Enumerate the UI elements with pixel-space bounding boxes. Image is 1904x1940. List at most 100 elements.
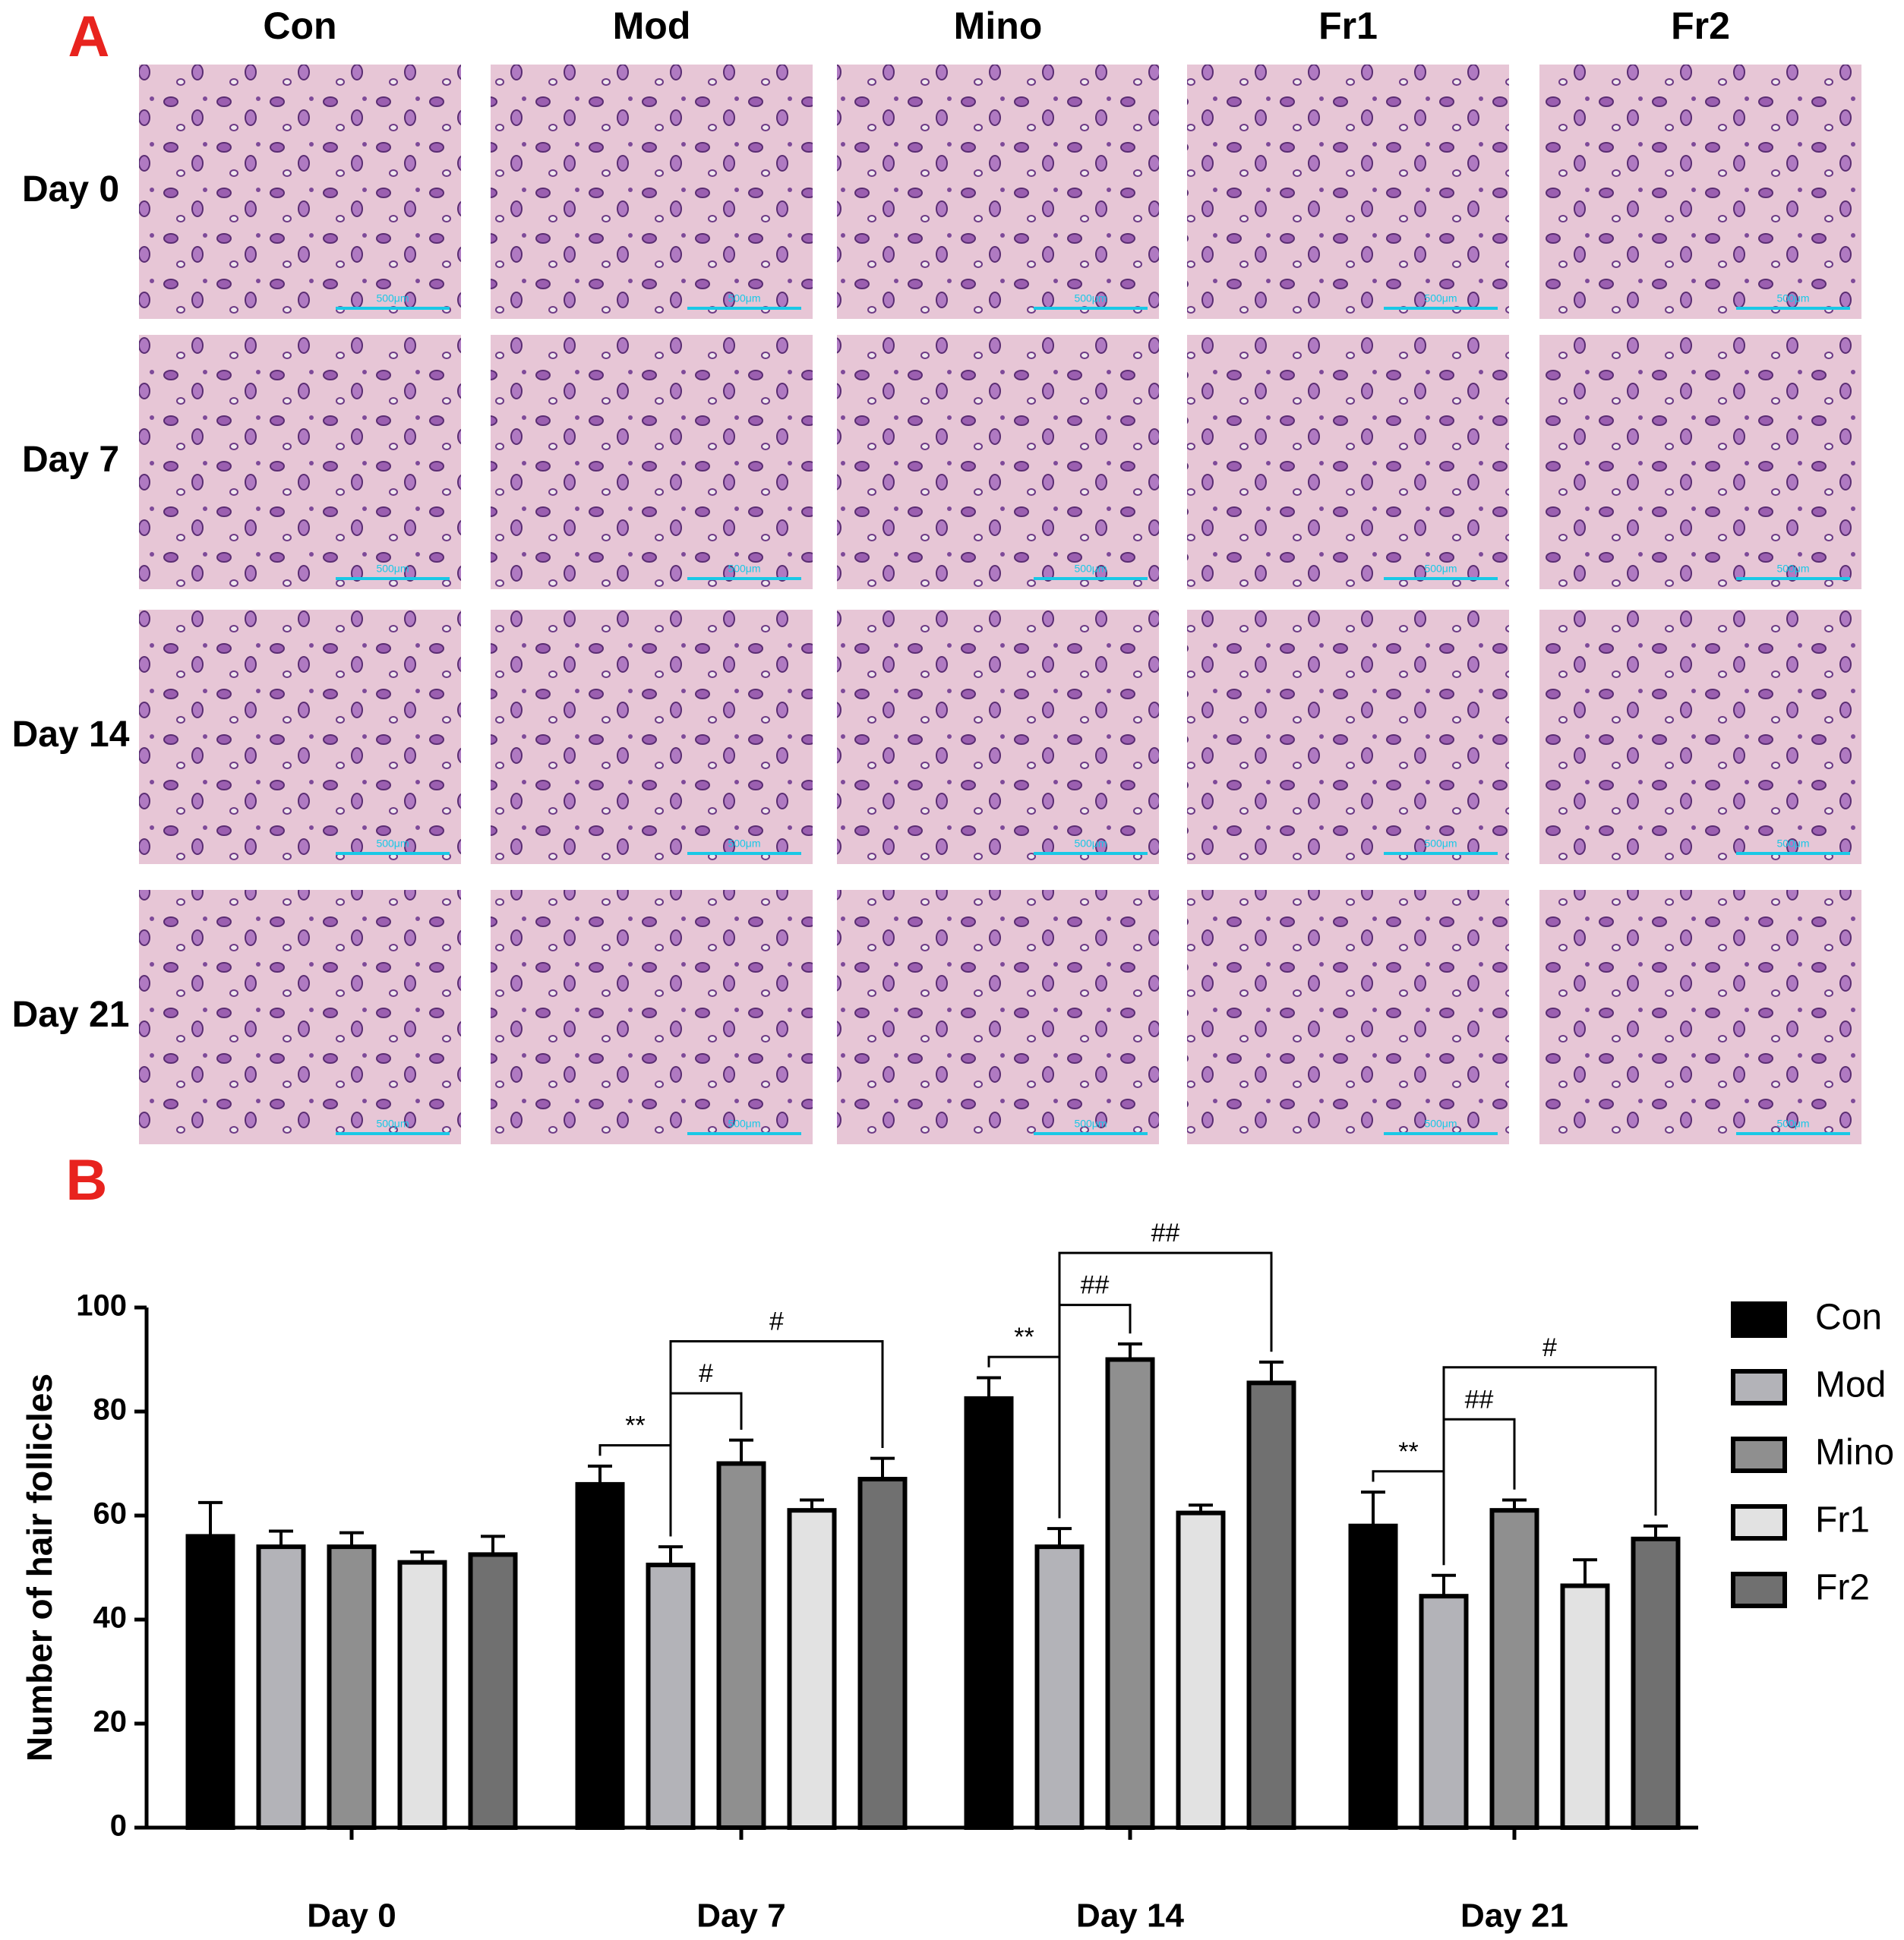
bar <box>787 1508 837 1831</box>
row-label: Day 21 <box>12 995 130 1035</box>
scale-label: 500μm <box>1074 838 1107 850</box>
histology-image <box>139 335 461 589</box>
bar <box>1246 1380 1296 1830</box>
histology-image <box>1187 890 1509 1144</box>
histology-image <box>837 65 1159 319</box>
column-label: Mino <box>954 5 1043 47</box>
scale-label: 500μm <box>1776 838 1809 850</box>
y-tick-label: 0 <box>110 1809 127 1843</box>
histology-image <box>1539 610 1861 864</box>
histology-image <box>1539 65 1861 319</box>
bar <box>575 1481 625 1831</box>
histology-image <box>139 65 461 319</box>
histology-image <box>139 890 461 1144</box>
column-label: Fr1 <box>1318 5 1378 47</box>
x-tick-label: Day 14 <box>1076 1897 1184 1935</box>
significance-label: # <box>699 1359 713 1388</box>
scale-label: 500μm <box>1424 1118 1457 1130</box>
scale-label: 500μm <box>1776 1118 1809 1130</box>
bar <box>1105 1357 1155 1830</box>
histology-image <box>491 65 813 319</box>
scale-label: 500μm <box>376 838 409 850</box>
x-tick-label: Day 0 <box>307 1897 396 1935</box>
bar <box>964 1396 1014 1830</box>
significance-label: ## <box>1081 1271 1110 1300</box>
histology-image <box>837 335 1159 589</box>
y-axis-title: Number of hair follicles <box>20 1374 59 1762</box>
legend-swatch <box>1731 1572 1787 1608</box>
scale-label: 500μm <box>728 292 760 304</box>
significance-label: ** <box>1014 1323 1034 1352</box>
bar <box>1176 1510 1226 1830</box>
legend-label: Mod <box>1815 1365 1886 1405</box>
bar <box>397 1560 447 1830</box>
scale-label: 500μm <box>1776 292 1809 304</box>
bar <box>1489 1508 1539 1831</box>
row-label: Day 0 <box>22 169 119 210</box>
significance-label: ## <box>1151 1219 1180 1248</box>
bar <box>1034 1544 1085 1830</box>
scale-label: 500μm <box>376 1118 409 1130</box>
histology-image <box>1187 610 1509 864</box>
y-tick-label: 80 <box>93 1393 128 1427</box>
y-tick-label: 60 <box>93 1497 128 1531</box>
scale-label: 500μm <box>1074 563 1107 575</box>
histology-image <box>491 890 813 1144</box>
panel-label: B <box>66 1148 108 1213</box>
significance-label: # <box>1542 1333 1557 1362</box>
bar <box>256 1544 306 1830</box>
legend-swatch <box>1731 1437 1787 1473</box>
bar <box>1631 1536 1681 1830</box>
scale-label: 500μm <box>728 563 760 575</box>
column-label: Con <box>263 5 336 47</box>
significance-bracket <box>1442 1366 1657 1566</box>
column-label: Fr2 <box>1671 5 1730 47</box>
histology-image <box>491 335 813 589</box>
scale-label: 500μm <box>1424 838 1457 850</box>
x-tick-label: Day 7 <box>696 1897 785 1935</box>
legend-label: Fr2 <box>1815 1568 1870 1608</box>
legend-label: Fr1 <box>1815 1500 1870 1541</box>
histology-image <box>1539 335 1861 589</box>
significance-label: ## <box>1465 1385 1494 1414</box>
row-label: Day 7 <box>22 440 119 480</box>
scale-label: 500μm <box>376 292 409 304</box>
significance-bracket <box>669 1340 884 1537</box>
y-tick-label: 20 <box>93 1705 128 1739</box>
legend-label: Mino <box>1815 1433 1894 1473</box>
histology-image <box>1539 890 1861 1144</box>
histology-image <box>1187 65 1509 319</box>
bar <box>185 1534 235 1831</box>
bar <box>468 1552 518 1830</box>
scale-label: 500μm <box>1424 563 1457 575</box>
significance-label: ** <box>1398 1437 1418 1466</box>
y-tick-label: 40 <box>93 1601 128 1635</box>
significance-label: ** <box>625 1412 645 1440</box>
histology-image <box>837 610 1159 864</box>
scale-label: 500μm <box>1074 1118 1107 1130</box>
bar <box>646 1563 696 1830</box>
scale-label: 500μm <box>376 563 409 575</box>
legend-swatch <box>1731 1504 1787 1541</box>
bar <box>327 1544 377 1830</box>
bar <box>857 1477 908 1831</box>
bar <box>1419 1594 1469 1831</box>
bar <box>716 1461 766 1830</box>
histology-image <box>1187 335 1509 589</box>
legend-label: Con <box>1815 1298 1882 1338</box>
legend-swatch <box>1731 1301 1787 1338</box>
scale-label: 500μm <box>728 1118 760 1130</box>
legend-swatch <box>1731 1369 1787 1405</box>
scale-label: 500μm <box>1776 563 1809 575</box>
scale-label: 500μm <box>1074 292 1107 304</box>
bar <box>1560 1583 1610 1831</box>
x-tick-label: Day 21 <box>1460 1897 1568 1935</box>
panel-label: A <box>68 5 110 69</box>
row-label: Day 14 <box>12 714 130 755</box>
bar <box>1348 1523 1398 1830</box>
y-tick-label: 100 <box>76 1289 127 1323</box>
significance-label: # <box>769 1308 784 1336</box>
significance-bracket <box>1058 1251 1273 1519</box>
scale-label: 500μm <box>1424 292 1457 304</box>
